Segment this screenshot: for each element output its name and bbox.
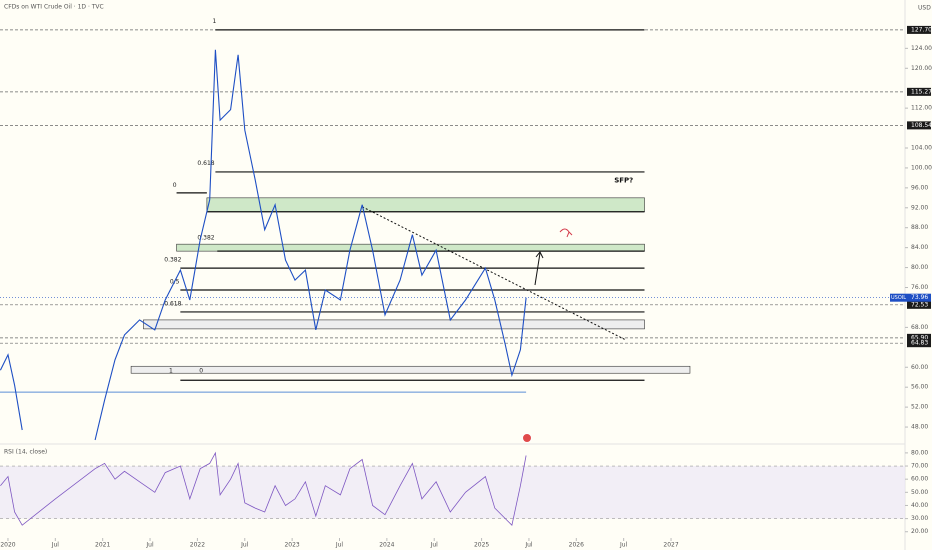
currency: USD (918, 5, 931, 12)
price-tag-label: 115.27 (911, 88, 932, 95)
y-tick-label: 60.00 (911, 476, 928, 483)
price-tag (907, 87, 931, 96)
annotation: 0.618 (164, 300, 181, 307)
projection-arrowhead (535, 251, 544, 259)
y-tick-label: 76.00 (911, 284, 928, 291)
y-tick-label: 112.00 (911, 105, 932, 112)
y-tick-label: 104.00 (911, 144, 932, 151)
price-tag-label: 72.53 (911, 301, 928, 308)
x-tick-label: 2021 (95, 542, 110, 549)
chart-title: CFDs on WTI Crude Oil · 1D · TVC (4, 4, 104, 11)
projection-arrow (534, 252, 541, 286)
y-tick-label: 52.00 (911, 404, 928, 411)
annotation: SFP? (614, 176, 633, 184)
y-tick-label: 124.00 (911, 45, 932, 52)
price-tag (907, 300, 931, 309)
price-tag-label: 64.83 (911, 340, 928, 347)
last-price-label: 73.96 (911, 294, 928, 301)
y-tick-label: 80.00 (911, 264, 928, 271)
price-tag (907, 121, 931, 130)
series-line (0, 49, 527, 441)
y-tick-label: 60.00 (911, 364, 928, 371)
x-tick-label: Jul (619, 542, 628, 549)
annotation: 0 (173, 182, 177, 189)
annotation: 0 (199, 368, 203, 375)
y-tick-label: 20.00 (911, 528, 928, 535)
y-tick-label: 80.00 (911, 449, 928, 456)
x-tick-label: 2026 (569, 542, 584, 549)
reversal-arrow (559, 228, 573, 238)
x-tick-label: 2027 (663, 542, 678, 549)
zone-box (176, 243, 645, 252)
annotation: 0.382 (164, 257, 181, 264)
event-flag (522, 433, 532, 443)
rsi-band (0, 466, 905, 519)
y-tick-label: 96.00 (911, 184, 928, 191)
y-tick-label: 84.00 (911, 244, 928, 251)
y-tick-label: 48.00 (911, 424, 928, 431)
price-tag (907, 333, 931, 342)
y-tick-label: 120.00 (911, 65, 932, 72)
x-tick-label: 2025 (474, 542, 489, 549)
annotation: 1 (169, 368, 173, 375)
y-tick-label: 92.00 (911, 204, 928, 211)
x-tick-label: Jul (524, 542, 533, 549)
pane-title: RSI (14, close) (4, 449, 47, 456)
symbol-tag-label: USOIL (891, 295, 906, 301)
annotation: 1 (213, 18, 217, 25)
x-tick-label: 2023 (284, 542, 299, 549)
x-tick-label: Jul (335, 542, 344, 549)
y-tick-label: 50.00 (911, 489, 928, 496)
price-tag-label: 65.90 (911, 334, 928, 341)
y-tick-label: 70.00 (911, 463, 928, 470)
price-tag (907, 339, 931, 348)
last-price-tag (907, 293, 931, 302)
zone-box (130, 365, 691, 374)
trend-line (362, 206, 626, 341)
y-tick-label: 88.00 (911, 224, 928, 231)
y-tick-label: 40.00 (911, 502, 928, 509)
x-tick-label: 2020 (0, 542, 15, 549)
series-line (0, 451, 527, 527)
y-tick-label: 100.00 (911, 164, 932, 171)
x-tick-label: Jul (51, 542, 60, 549)
y-tick-label: 56.00 (911, 384, 928, 391)
x-tick-label: 2022 (190, 542, 205, 549)
price-tag-label: 108.54 (911, 122, 932, 129)
x-tick-label: Jul (145, 542, 154, 549)
x-tick-label: 2024 (379, 542, 394, 549)
x-tick-label: Jul (430, 542, 439, 549)
y-tick-label: 30.00 (911, 515, 928, 522)
zone-box (143, 319, 645, 330)
price-tag (907, 25, 931, 34)
annotation: 0.618 (197, 160, 214, 167)
y-tick-label: 68.00 (911, 324, 928, 331)
price-tag-label: 127.70 (911, 26, 932, 33)
annotation: 0.382 (197, 235, 214, 242)
symbol-tag (890, 293, 907, 302)
x-tick-label: Jul (240, 542, 249, 549)
